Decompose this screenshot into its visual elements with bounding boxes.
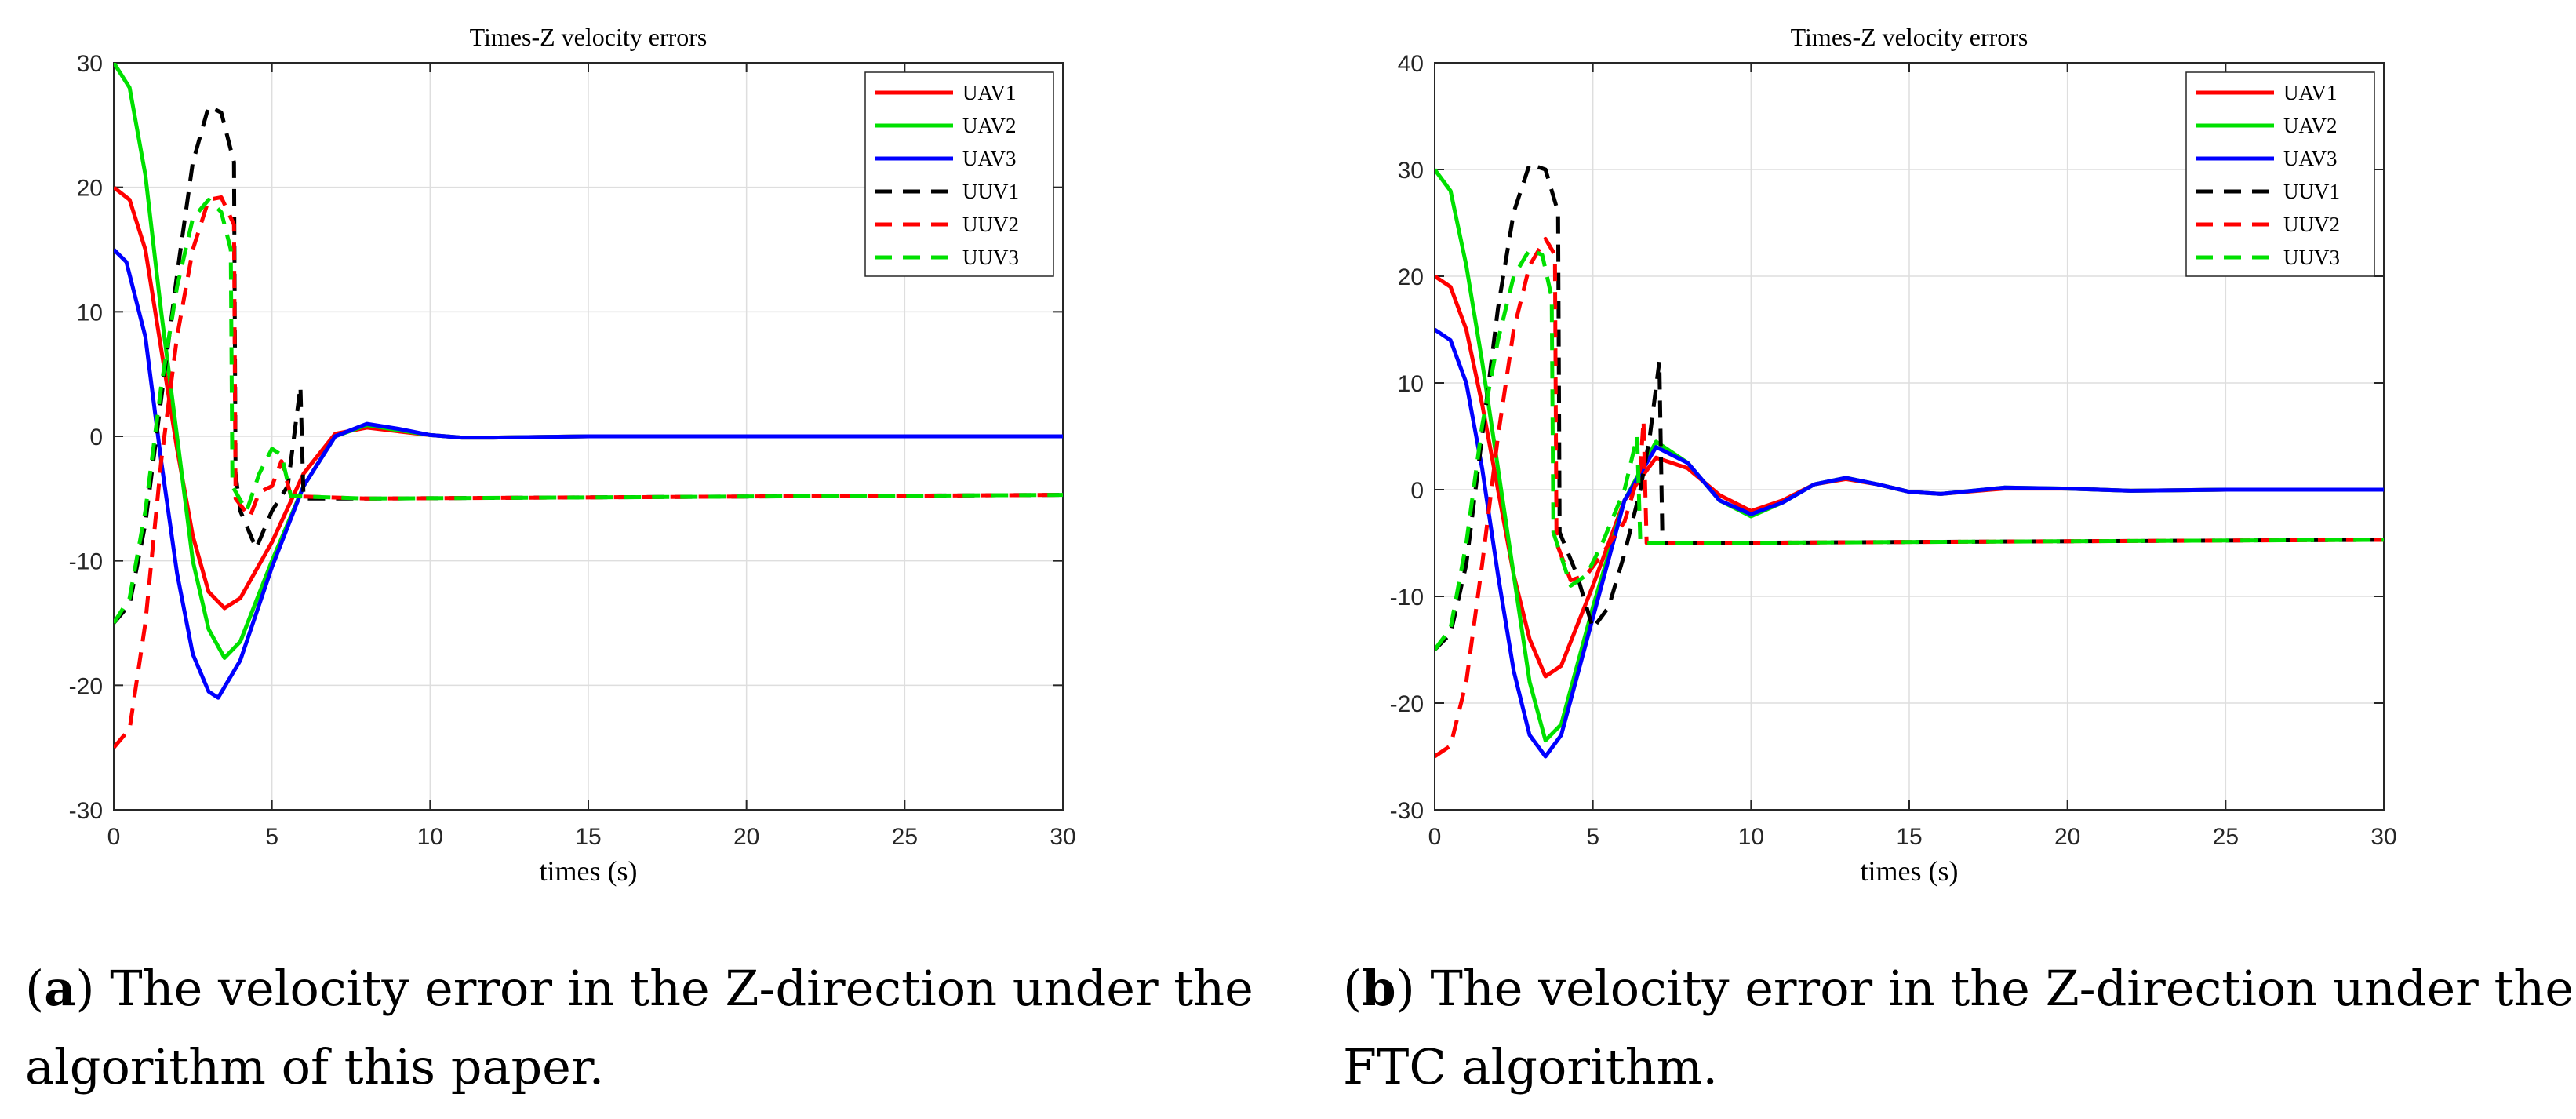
legend-label-uuv1: UUV1 bbox=[962, 180, 1019, 203]
x-tick-label: 20 bbox=[2054, 824, 2080, 850]
x-tick-label: 0 bbox=[1428, 824, 1442, 850]
series-line-uav3 bbox=[114, 248, 1063, 700]
series-line-uav3 bbox=[1435, 327, 2384, 759]
series-line-uuv1 bbox=[1435, 162, 2384, 651]
x-tick-label: 15 bbox=[575, 824, 601, 850]
legend-label-uuv3: UUV3 bbox=[2283, 246, 2340, 269]
x-tick-label: 25 bbox=[2213, 824, 2239, 850]
legend-label-uav3: UAV3 bbox=[2283, 147, 2338, 170]
x-tick-label: 10 bbox=[417, 824, 443, 850]
chart-a: 0 5 10 15 20 25 30 -30 -20 -10 0 10 20 30 Times-Z velo… bbox=[69, 23, 1076, 887]
x-tick-label: 20 bbox=[733, 824, 759, 850]
x-axis-label: times (s) bbox=[1861, 855, 1959, 887]
legend-label-uav2: UAV2 bbox=[2283, 114, 2338, 137]
chart-title: Times-Z velocity errors bbox=[470, 23, 708, 51]
x-tick-label: 5 bbox=[265, 824, 278, 850]
legend: UAV1 UAV2 UAV3 UUV1 UUV2 UUV3 bbox=[2185, 71, 2375, 277]
y-tick-label: 20 bbox=[77, 176, 103, 202]
legend-label-uuv1: UUV1 bbox=[2283, 180, 2340, 203]
y-tick-label: -20 bbox=[69, 673, 103, 699]
legend-label-uav1: UAV1 bbox=[2283, 81, 2338, 104]
y-tick-label: 0 bbox=[89, 425, 103, 450]
x-tick-label: 25 bbox=[892, 824, 918, 850]
y-tick-label: 20 bbox=[1398, 264, 1424, 290]
y-tick-label: 10 bbox=[77, 300, 103, 326]
x-tick-label: 0 bbox=[107, 824, 121, 850]
legend-box bbox=[2185, 71, 2375, 277]
y-tick-label: 40 bbox=[1398, 51, 1424, 77]
y-tick-label: 0 bbox=[1410, 478, 1424, 504]
legend-label-uuv2: UUV2 bbox=[962, 213, 1019, 236]
caption-a-label: a bbox=[44, 960, 76, 1017]
caption-a-text: The velocity error in the Z-direction un… bbox=[25, 960, 1253, 1095]
caption-b-label: b bbox=[1362, 960, 1396, 1017]
y-tick-label: -30 bbox=[1390, 798, 1424, 824]
y-tick-label: -20 bbox=[1390, 691, 1424, 717]
legend-label-uav1: UAV1 bbox=[962, 81, 1017, 104]
x-tick-label: 10 bbox=[1738, 824, 1764, 850]
caption-b: (b) The velocity error in the Z-directio… bbox=[1343, 960, 2574, 1095]
legend: UAV1 UAV2 UAV3 UUV1 UUV2 UUV3 bbox=[864, 71, 1054, 277]
legend-label-uuv3: UUV3 bbox=[962, 246, 1019, 269]
legend-label-uuv2: UUV2 bbox=[2283, 213, 2340, 236]
series-line-uuv2 bbox=[114, 195, 1063, 749]
series-line-uuv3 bbox=[1435, 247, 2384, 651]
x-axis-label: times (s) bbox=[540, 855, 638, 887]
y-tick-label: 30 bbox=[77, 51, 103, 77]
chart-b: 0 5 10 15 20 25 30 -30 -20 -10 0 10 20 30 40 Times-Z ve… bbox=[1390, 23, 2397, 887]
legend-label-uav2: UAV2 bbox=[962, 114, 1017, 137]
series-line-uuv3 bbox=[114, 198, 1063, 625]
chart-title: Times-Z velocity errors bbox=[1791, 23, 2028, 51]
y-tick-label: -30 bbox=[69, 798, 103, 824]
y-tick-label: 30 bbox=[1398, 158, 1424, 184]
legend-box bbox=[864, 71, 1054, 277]
y-tick-label: -10 bbox=[69, 549, 103, 575]
legend-label-uav3: UAV3 bbox=[962, 147, 1017, 170]
y-tick-label: 10 bbox=[1398, 371, 1424, 397]
y-tick-label: -10 bbox=[1390, 585, 1424, 611]
x-tick-label: 30 bbox=[1050, 824, 1075, 850]
x-tick-label: 5 bbox=[1586, 824, 1599, 850]
caption-a: (a) The velocity error in the Z-directio… bbox=[25, 960, 1253, 1095]
x-tick-label: 30 bbox=[2370, 824, 2396, 850]
caption-b-text: The velocity error in the Z-direction un… bbox=[1343, 960, 2574, 1095]
x-tick-label: 15 bbox=[1896, 824, 1922, 850]
series-line-uuv2 bbox=[1435, 236, 2384, 759]
